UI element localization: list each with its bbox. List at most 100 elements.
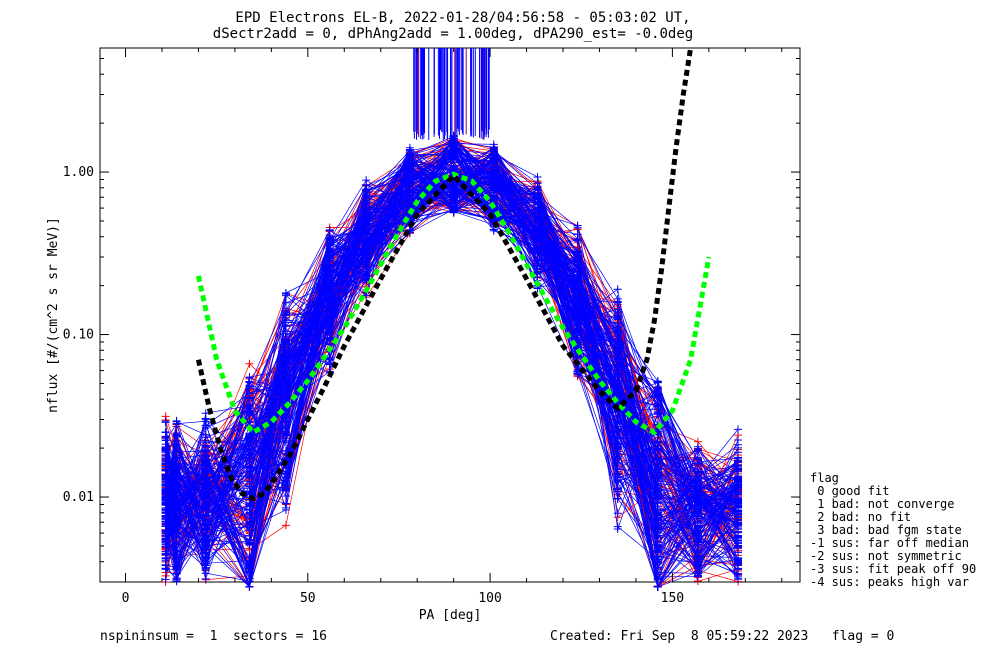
data-point-cross (734, 425, 743, 434)
data-point-cross (172, 482, 181, 491)
data-point-cross (734, 495, 743, 504)
data-point-cross (362, 245, 371, 254)
data-point-cross (281, 338, 290, 347)
data-point-cross (281, 521, 290, 530)
data-point-cross (653, 528, 662, 537)
data-point-cross (172, 430, 181, 439)
axes-group: 0 50 100 150 0.01 0.10 1.00 (63, 48, 800, 606)
data-point-cross (405, 174, 414, 183)
series-line (165, 171, 739, 529)
data-point-cross (245, 535, 254, 544)
legend-item: 1 bad: not converge (810, 497, 955, 511)
data-point-cross (172, 490, 181, 499)
data-point-cross (693, 511, 702, 520)
data-point-cross (573, 262, 582, 271)
series-line (165, 146, 739, 587)
data-point-cross (245, 444, 254, 453)
legend-item: -2 sus: not symmetric (810, 549, 962, 563)
data-point-cross (161, 554, 170, 563)
data-point-cross (405, 185, 414, 194)
data-point-cross (613, 454, 622, 463)
data-point-cross (201, 494, 210, 503)
footer-left: nspininsum = 1 sectors = 16 (100, 629, 327, 644)
data-point-cross (172, 467, 181, 476)
data-point-cross (281, 376, 290, 385)
series-line (165, 171, 739, 541)
data-point-cross (653, 402, 662, 411)
data-point-cross (161, 561, 170, 570)
data-point-cross (573, 221, 582, 230)
data-point-cross (161, 418, 170, 427)
data-point-cross (281, 412, 290, 421)
series-line (165, 166, 739, 577)
series-line (165, 148, 739, 588)
data-point-cross (201, 502, 210, 511)
data-point-cross (245, 582, 254, 591)
data-point-cross (405, 143, 414, 152)
series-line (165, 165, 739, 529)
data-point-cross (245, 393, 254, 402)
series-line (165, 154, 739, 570)
data-point-cross (734, 534, 743, 543)
data-point-cross (613, 525, 622, 534)
data-point-cross (161, 432, 170, 441)
data-point-cross (245, 407, 254, 416)
data-point-cross (734, 440, 743, 449)
data-point-cross (281, 355, 290, 364)
series-line (165, 146, 739, 576)
data-point-cross (245, 459, 254, 468)
data-point-cross (172, 453, 181, 462)
data-point-cross (325, 313, 334, 322)
data-point-cross (161, 487, 170, 496)
x-tick-label: 0 (122, 591, 130, 606)
data-point-cross (161, 519, 170, 528)
data-point-cross (245, 435, 254, 444)
data-point-cross (362, 193, 371, 202)
data-point-cross (693, 572, 702, 581)
data-point-cross (653, 570, 662, 579)
data-point-cross (449, 193, 458, 202)
data-point-cross (693, 442, 702, 451)
data-point-cross (653, 513, 662, 522)
series-line (165, 163, 739, 569)
data-point-cross (161, 451, 170, 460)
y-axis-label: nflux [#/(cm^2 s sr MeV)] (46, 217, 61, 413)
data-point-cross (325, 296, 334, 305)
series-line (165, 172, 739, 588)
data-point-cross (172, 532, 181, 541)
footer-right: Created: Fri Sep 8 05:59:22 2023 flag = … (550, 629, 894, 644)
data-point-cross (573, 368, 582, 377)
data-point-cross (362, 220, 371, 229)
data-point-cross (653, 505, 662, 514)
data-point-cross (449, 178, 458, 187)
data-point-cross (653, 444, 662, 453)
series-line (165, 142, 739, 581)
legend-item: 3 bad: bad fgm state (810, 523, 962, 537)
data-point-cross (653, 494, 662, 503)
data-point-cross (161, 440, 170, 449)
data-point-cross (613, 477, 622, 486)
data-point-cross (161, 575, 170, 584)
data-point-cross (405, 163, 414, 172)
data-point-cross (245, 451, 254, 460)
black-fit-curve (195, 47, 694, 502)
data-point-cross (653, 541, 662, 550)
data-point-cross (613, 445, 622, 454)
data-point-cross (362, 203, 371, 212)
series-line (165, 184, 739, 522)
data-point-cross (161, 475, 170, 484)
data-point-cross (172, 500, 181, 509)
legend-item: 2 bad: no fit (810, 510, 911, 524)
data-point-cross (201, 456, 210, 465)
data-point-cross (573, 270, 582, 279)
data-point-cross (613, 484, 622, 493)
data-point-cross (245, 384, 254, 393)
data-point-cross (653, 410, 662, 419)
data-point-cross (734, 464, 743, 473)
data-point-cross (245, 484, 254, 493)
data-point-cross (201, 446, 210, 455)
data-point-cross (693, 481, 702, 490)
data-point-cross (489, 191, 498, 200)
data-point-cross (201, 541, 210, 550)
